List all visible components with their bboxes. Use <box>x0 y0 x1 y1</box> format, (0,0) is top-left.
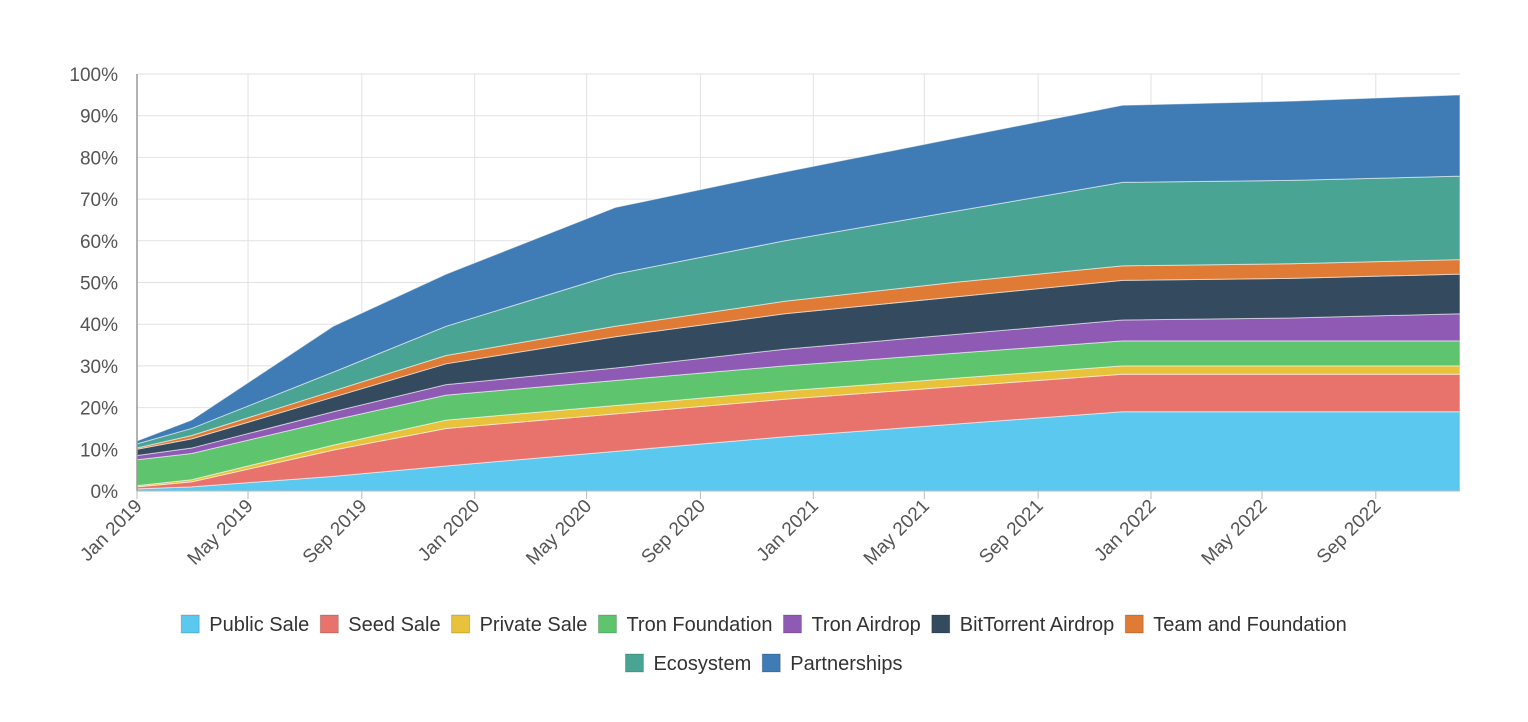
y-tick-label: 60% <box>80 232 118 253</box>
legend-item-bittorrent-airdrop[interactable]: BitTorrent Airdrop <box>931 614 1115 636</box>
x-tick-label: May 2021 <box>860 496 934 570</box>
legend-label: BitTorrent Airdrop <box>960 614 1115 636</box>
legend-swatch <box>761 653 781 673</box>
legend-label: Tron Airdrop <box>811 614 920 636</box>
x-tick-label: Jan 2019 <box>76 496 146 566</box>
legend-item-private-sale[interactable]: Private Sale <box>451 614 588 636</box>
y-tick-label: 50% <box>80 274 118 295</box>
x-tick-label: Jan 2022 <box>1090 496 1160 566</box>
legend-label: Partnerships <box>790 653 902 675</box>
legend-item-public-sale[interactable]: Public Sale <box>180 614 309 636</box>
legend-swatch <box>597 614 617 634</box>
legend-swatch <box>180 614 200 634</box>
x-tick-label: Sep 2020 <box>638 496 710 568</box>
legend-item-tron-foundation[interactable]: Tron Foundation <box>597 614 772 636</box>
legend-item-ecosystem[interactable]: Ecosystem <box>624 653 751 675</box>
legend-label: Public Sale <box>209 614 309 636</box>
x-tick-label: Sep 2021 <box>975 496 1047 568</box>
y-tick-label: 0% <box>91 482 119 503</box>
area-series <box>136 94 1461 492</box>
legend-label: Seed Sale <box>348 614 440 636</box>
legend-item-partnerships[interactable]: Partnerships <box>761 653 903 675</box>
x-tick-label: Sep 2022 <box>1313 496 1385 568</box>
y-tick-label: 100% <box>69 65 118 86</box>
legend-swatch <box>931 614 951 634</box>
y-tick-label: 70% <box>80 190 118 211</box>
legend-label: Tron Foundation <box>626 614 772 636</box>
legend-swatch <box>624 653 644 673</box>
y-tick-label: 20% <box>80 399 118 420</box>
y-tick-label: 90% <box>80 107 118 128</box>
legend-label: Team and Foundation <box>1153 614 1346 636</box>
legend-label: Private Sale <box>480 614 588 636</box>
legend-item-tron-airdrop[interactable]: Tron Airdrop <box>782 614 921 636</box>
legend-item-seed-sale[interactable]: Seed Sale <box>319 614 441 636</box>
legend-swatch <box>451 614 471 634</box>
x-tick-label: May 2019 <box>184 496 258 570</box>
legend-swatch <box>782 614 802 634</box>
legend-item-team-and-foundation[interactable]: Team and Foundation <box>1124 614 1347 636</box>
x-tick-label: May 2022 <box>1198 496 1272 570</box>
legend-swatch <box>319 614 339 634</box>
y-tick-label: 30% <box>80 357 118 378</box>
x-tick-label: May 2020 <box>522 496 596 570</box>
area-partnerships <box>136 94 1461 445</box>
x-tick-label: Sep 2019 <box>299 496 371 568</box>
legend: Public Sale Seed Sale Private Sale Tron Fou… <box>180 614 1347 675</box>
legend-label: Ecosystem <box>653 653 751 675</box>
y-tick-label: 80% <box>80 148 118 169</box>
x-tick-label: Jan 2020 <box>414 496 484 566</box>
y-tick-label: 10% <box>80 440 118 461</box>
x-tick-label: Jan 2021 <box>753 496 823 566</box>
legend-swatch <box>1124 614 1144 634</box>
y-tick-label: 40% <box>80 315 118 336</box>
